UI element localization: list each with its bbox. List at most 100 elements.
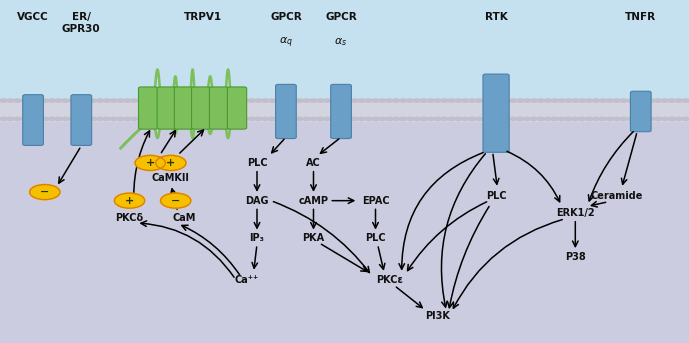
Circle shape: [90, 117, 96, 120]
FancyBboxPatch shape: [630, 91, 651, 132]
FancyBboxPatch shape: [71, 95, 92, 145]
Circle shape: [324, 117, 331, 120]
Circle shape: [114, 193, 145, 208]
Circle shape: [641, 99, 648, 102]
Text: PLC: PLC: [365, 233, 386, 244]
Circle shape: [365, 117, 372, 120]
Circle shape: [262, 99, 269, 102]
Text: −: −: [40, 187, 50, 197]
Circle shape: [331, 117, 338, 120]
Circle shape: [579, 99, 586, 102]
Circle shape: [413, 99, 420, 102]
Circle shape: [434, 117, 441, 120]
Circle shape: [434, 99, 441, 102]
Circle shape: [420, 99, 427, 102]
Circle shape: [544, 99, 551, 102]
Text: cAMP: cAMP: [298, 196, 329, 206]
Circle shape: [103, 99, 110, 102]
FancyBboxPatch shape: [209, 87, 229, 129]
Text: Ceramide: Ceramide: [590, 190, 643, 201]
Circle shape: [489, 99, 496, 102]
Circle shape: [255, 117, 262, 120]
Circle shape: [475, 117, 482, 120]
Circle shape: [537, 117, 544, 120]
Circle shape: [255, 99, 262, 102]
Text: GPCR: GPCR: [325, 12, 357, 22]
Circle shape: [76, 99, 83, 102]
Circle shape: [165, 117, 172, 120]
Text: CaMKII: CaMKII: [152, 173, 189, 184]
Circle shape: [655, 99, 661, 102]
Circle shape: [358, 99, 365, 102]
Circle shape: [469, 117, 475, 120]
Bar: [0, 98, 689, 122]
Text: AC: AC: [306, 158, 321, 168]
Circle shape: [90, 99, 96, 102]
Circle shape: [517, 99, 524, 102]
Circle shape: [648, 117, 655, 120]
Circle shape: [407, 99, 413, 102]
Circle shape: [241, 99, 248, 102]
Circle shape: [69, 117, 76, 120]
Circle shape: [172, 117, 179, 120]
Circle shape: [303, 117, 310, 120]
Circle shape: [131, 99, 138, 102]
Circle shape: [400, 117, 407, 120]
Circle shape: [531, 117, 537, 120]
Circle shape: [455, 99, 462, 102]
Circle shape: [586, 117, 593, 120]
Text: PLC: PLC: [247, 158, 267, 168]
Circle shape: [28, 117, 34, 120]
Circle shape: [386, 99, 393, 102]
Circle shape: [365, 99, 372, 102]
Circle shape: [606, 99, 613, 102]
Circle shape: [165, 99, 172, 102]
Circle shape: [448, 99, 455, 102]
Circle shape: [634, 99, 641, 102]
Circle shape: [531, 99, 537, 102]
Circle shape: [269, 117, 276, 120]
Circle shape: [620, 99, 627, 102]
Circle shape: [661, 99, 668, 102]
Circle shape: [627, 99, 634, 102]
Circle shape: [558, 117, 565, 120]
Text: PLC: PLC: [486, 190, 506, 201]
Circle shape: [482, 99, 489, 102]
Circle shape: [48, 117, 55, 120]
Circle shape: [338, 117, 344, 120]
Circle shape: [48, 99, 55, 102]
Text: $\alpha_q$: $\alpha_q$: [279, 36, 293, 50]
Text: PKCδ: PKCδ: [116, 213, 143, 223]
Text: +: +: [145, 158, 155, 168]
Circle shape: [76, 117, 83, 120]
Circle shape: [682, 99, 689, 102]
Circle shape: [648, 99, 655, 102]
Circle shape: [331, 99, 338, 102]
Circle shape: [41, 117, 48, 120]
Circle shape: [34, 117, 41, 120]
Circle shape: [124, 117, 131, 120]
Circle shape: [551, 117, 558, 120]
Text: ERK1/2: ERK1/2: [556, 208, 595, 218]
Circle shape: [641, 117, 648, 120]
Circle shape: [138, 99, 145, 102]
Circle shape: [510, 99, 517, 102]
Circle shape: [30, 185, 60, 200]
Circle shape: [14, 117, 21, 120]
Circle shape: [103, 117, 110, 120]
Circle shape: [234, 99, 241, 102]
Text: IP₃: IP₃: [249, 233, 265, 244]
Circle shape: [220, 99, 227, 102]
Circle shape: [282, 117, 289, 120]
Text: PI3K: PI3K: [425, 310, 450, 321]
Circle shape: [200, 99, 207, 102]
Circle shape: [634, 117, 641, 120]
Circle shape: [41, 99, 48, 102]
Text: +: +: [166, 158, 176, 168]
Circle shape: [572, 99, 579, 102]
Circle shape: [537, 99, 544, 102]
Circle shape: [503, 117, 510, 120]
Circle shape: [124, 99, 131, 102]
Circle shape: [661, 117, 668, 120]
Circle shape: [262, 117, 269, 120]
